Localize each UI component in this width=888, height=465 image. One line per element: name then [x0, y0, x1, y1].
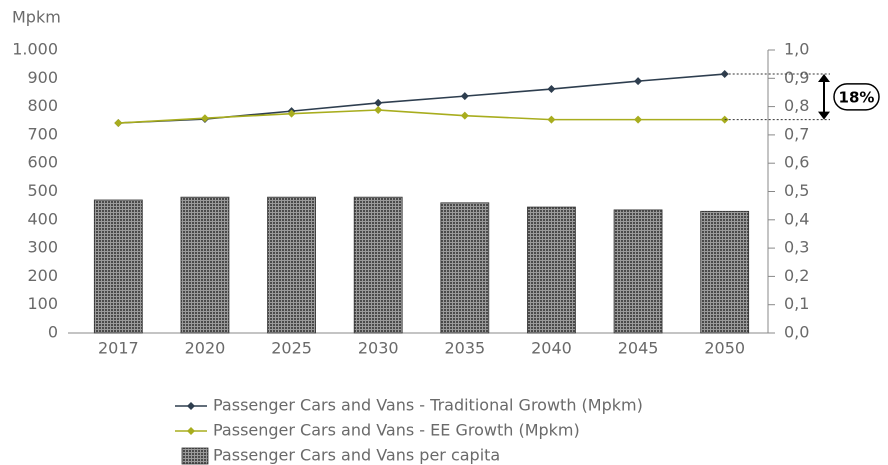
line [118, 109, 725, 124]
y-axis-label: Mpkm [12, 8, 61, 27]
y2-tick-label: 1,0 [784, 40, 809, 59]
y2-tick-label: 0,3 [784, 238, 809, 257]
legend-label: Passenger Cars and Vans - EE Growth (Mpk… [213, 421, 580, 440]
x-tick-label: 2020 [185, 339, 226, 358]
y2-tick-label: 0,9 [784, 68, 809, 87]
bar [613, 209, 663, 334]
y2-tick-label: 0,2 [784, 266, 809, 285]
x-tick-label: 2050 [704, 339, 745, 358]
bar [700, 210, 750, 334]
line [118, 73, 725, 124]
marker [114, 119, 123, 128]
annotation: 18% [839, 88, 875, 106]
marker [634, 115, 643, 124]
y-tick-label: 1.000 [12, 40, 58, 59]
x-tick-label: 2040 [531, 339, 572, 358]
legend-marker [187, 427, 195, 435]
y2-tick-label: 0,1 [784, 294, 809, 313]
y2-tick-label: 0,4 [784, 209, 809, 228]
bar [93, 199, 143, 334]
legend-marker [187, 402, 195, 410]
marker [547, 85, 556, 94]
y-tick-label: 200 [27, 266, 58, 285]
legend-swatch [181, 447, 209, 465]
y-tick-label: 900 [27, 68, 58, 87]
marker [460, 111, 469, 120]
annotation-box [833, 83, 880, 111]
bar [353, 196, 403, 334]
y-tick-label: 700 [27, 124, 58, 143]
x-tick-label: 2035 [444, 339, 485, 358]
x-tick-label: 2025 [271, 339, 312, 358]
x-tick-label: 2045 [618, 339, 659, 358]
y2-tick-label: 0,0 [784, 323, 809, 342]
y-tick-label: 300 [27, 238, 58, 257]
y-tick-label: 0 [48, 323, 58, 342]
y-tick-label: 500 [27, 181, 58, 200]
bar [527, 206, 576, 334]
y-tick-label: 600 [27, 153, 58, 172]
legend-label: Passenger Cars and Vans - Traditional Gr… [213, 396, 643, 415]
marker [634, 77, 643, 86]
marker [547, 115, 556, 124]
y2-tick-label: 0,5 [784, 181, 809, 200]
marker [374, 105, 383, 114]
marker [287, 109, 296, 118]
x-tick-label: 2017 [98, 339, 139, 358]
y2-tick-label: 0,8 [784, 96, 809, 115]
bar [440, 202, 490, 334]
y-tick-label: 100 [27, 294, 58, 313]
marker [374, 98, 383, 107]
marker [460, 92, 469, 101]
legend-label: Passenger Cars and Vans per capita [213, 446, 500, 465]
y2-tick-label: 0,7 [784, 124, 809, 143]
y-tick-label: 400 [27, 209, 58, 228]
y-tick-label: 800 [27, 96, 58, 115]
bar [267, 196, 316, 334]
marker [200, 114, 209, 123]
bar [180, 196, 230, 334]
y2-tick-label: 0,6 [784, 153, 809, 172]
x-tick-label: 2030 [358, 339, 399, 358]
